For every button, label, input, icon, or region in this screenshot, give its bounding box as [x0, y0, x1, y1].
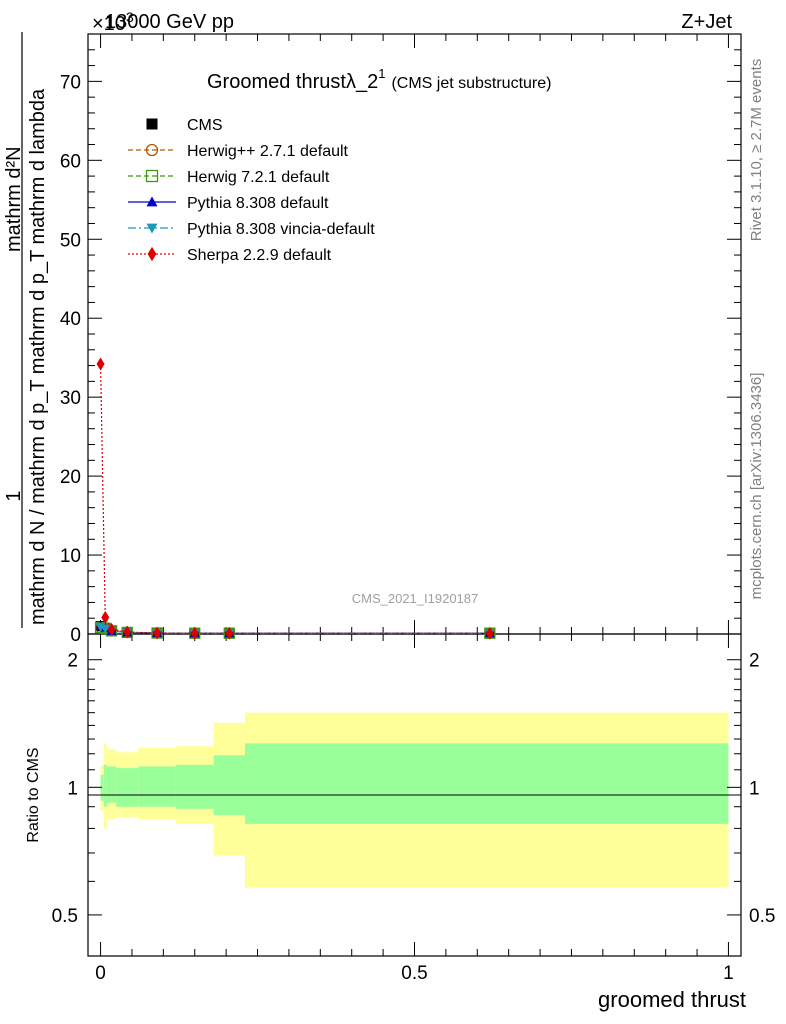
legend-marker [147, 246, 157, 262]
y-axis-top-label: mathrm d²N [3, 146, 25, 252]
data-point [96, 357, 105, 371]
ratio-stat-band-6 [213, 755, 245, 816]
legend-marker [145, 169, 159, 183]
legend-label: Sherpa 2.2.9 default [187, 247, 332, 264]
series-line-5 [99, 363, 490, 634]
plot-title: Groomed thrustλ_21(CMS jet substructure) [207, 66, 551, 93]
y-tick-label: 10 [60, 546, 81, 567]
legend-label: Herwig 7.2.1 default [187, 169, 330, 186]
process-label: Z+Jet [681, 11, 732, 33]
ratio-uncertainty-bands [100, 712, 729, 888]
data-point [153, 626, 162, 640]
ratio-stat-band-4 [138, 766, 176, 807]
legend-entry: Pythia 8.308 vincia-default [128, 221, 375, 238]
y-tick-label: 70 [60, 72, 81, 93]
legend-label: Herwig++ 2.7.1 default [187, 143, 349, 160]
legend-entry: CMS [146, 117, 223, 134]
data-point [107, 622, 116, 636]
legend-label: Pythia 8.308 vincia-default [187, 221, 375, 238]
data-series [94, 357, 496, 640]
x-tick-label: 0 [95, 963, 106, 984]
legend-marker [146, 196, 158, 207]
mcplots-label: mcplots.cern.ch [arXiv:1306.3436] [748, 373, 765, 600]
legend-marker [146, 223, 158, 234]
energy-label: 13000 GeV pp [105, 11, 234, 33]
data-point [485, 626, 494, 640]
y-tick-label: 50 [60, 230, 81, 251]
data-point [123, 625, 132, 639]
y-tick-label: 20 [60, 467, 81, 488]
y-tick-label: 0 [70, 625, 81, 646]
ratio-tick-label: 1 [67, 778, 78, 799]
legend-entry: Pythia 8.308 default [128, 195, 329, 212]
series-5 [96, 357, 494, 640]
data-point [225, 626, 234, 640]
legend-label: CMS [187, 117, 223, 134]
main-plot-frame [87, 33, 742, 635]
ratio-stat-band-0 [100, 774, 104, 801]
y-tick-label: 60 [60, 151, 81, 172]
x-tick-label: 1 [723, 963, 734, 984]
ratio-stat-band-7 [244, 743, 729, 824]
ratio-stat-band-3 [116, 768, 139, 807]
y-tick-label: 40 [60, 309, 81, 330]
x-axis-label: groomed thrust [598, 987, 746, 1012]
ratio-tick-label-right: 0.5 [749, 906, 775, 927]
ratio-axis-label: Ratio to CMS [25, 747, 42, 842]
legend-label: Pythia 8.308 default [187, 195, 329, 212]
legend-entry: Herwig 7.2.1 default [128, 169, 330, 186]
ratio-stat-band-2 [106, 766, 117, 803]
y-axis-denominator: mathrm d N / mathrm d p_T mathrm d p_T m… [27, 88, 49, 625]
ratio-stat-band-5 [175, 764, 214, 809]
ratio-tick-label: 0.5 [52, 906, 78, 927]
ratio-tick-label-right: 2 [749, 651, 760, 672]
analysis-watermark: CMS_2021_I1920187 [352, 591, 479, 606]
exponent-label: ×103 [92, 9, 134, 35]
y-tick-label: 30 [60, 388, 81, 409]
ratio-axis-ticks: 0.5 0.5 1 1 2 2 0 0.5 1 [52, 634, 775, 984]
legend-marker [145, 143, 159, 157]
legend-marker [146, 118, 158, 130]
data-point [190, 626, 199, 640]
legend: CMS Herwig++ 2.7.1 default Herwig 7.2.1 de… [128, 117, 375, 264]
main-axis-ticks: 0 10 20 30 40 50 60 70 [60, 33, 741, 646]
ratio-tick-label-right: 1 [749, 778, 760, 799]
ratio-tick-label: 2 [67, 651, 78, 672]
rivet-label: Rivet 3.1.10, ≥ 2.7M events [748, 59, 765, 242]
data-point [101, 610, 110, 624]
ratio-stat-band-1 [103, 764, 107, 807]
legend-entry: Sherpa 2.2.9 default [128, 246, 332, 264]
data-point [100, 624, 111, 634]
legend-entry: Herwig++ 2.7.1 default [128, 143, 349, 160]
y-axis-numerator: 1 [3, 490, 25, 501]
x-tick-label: 0.5 [401, 963, 427, 984]
